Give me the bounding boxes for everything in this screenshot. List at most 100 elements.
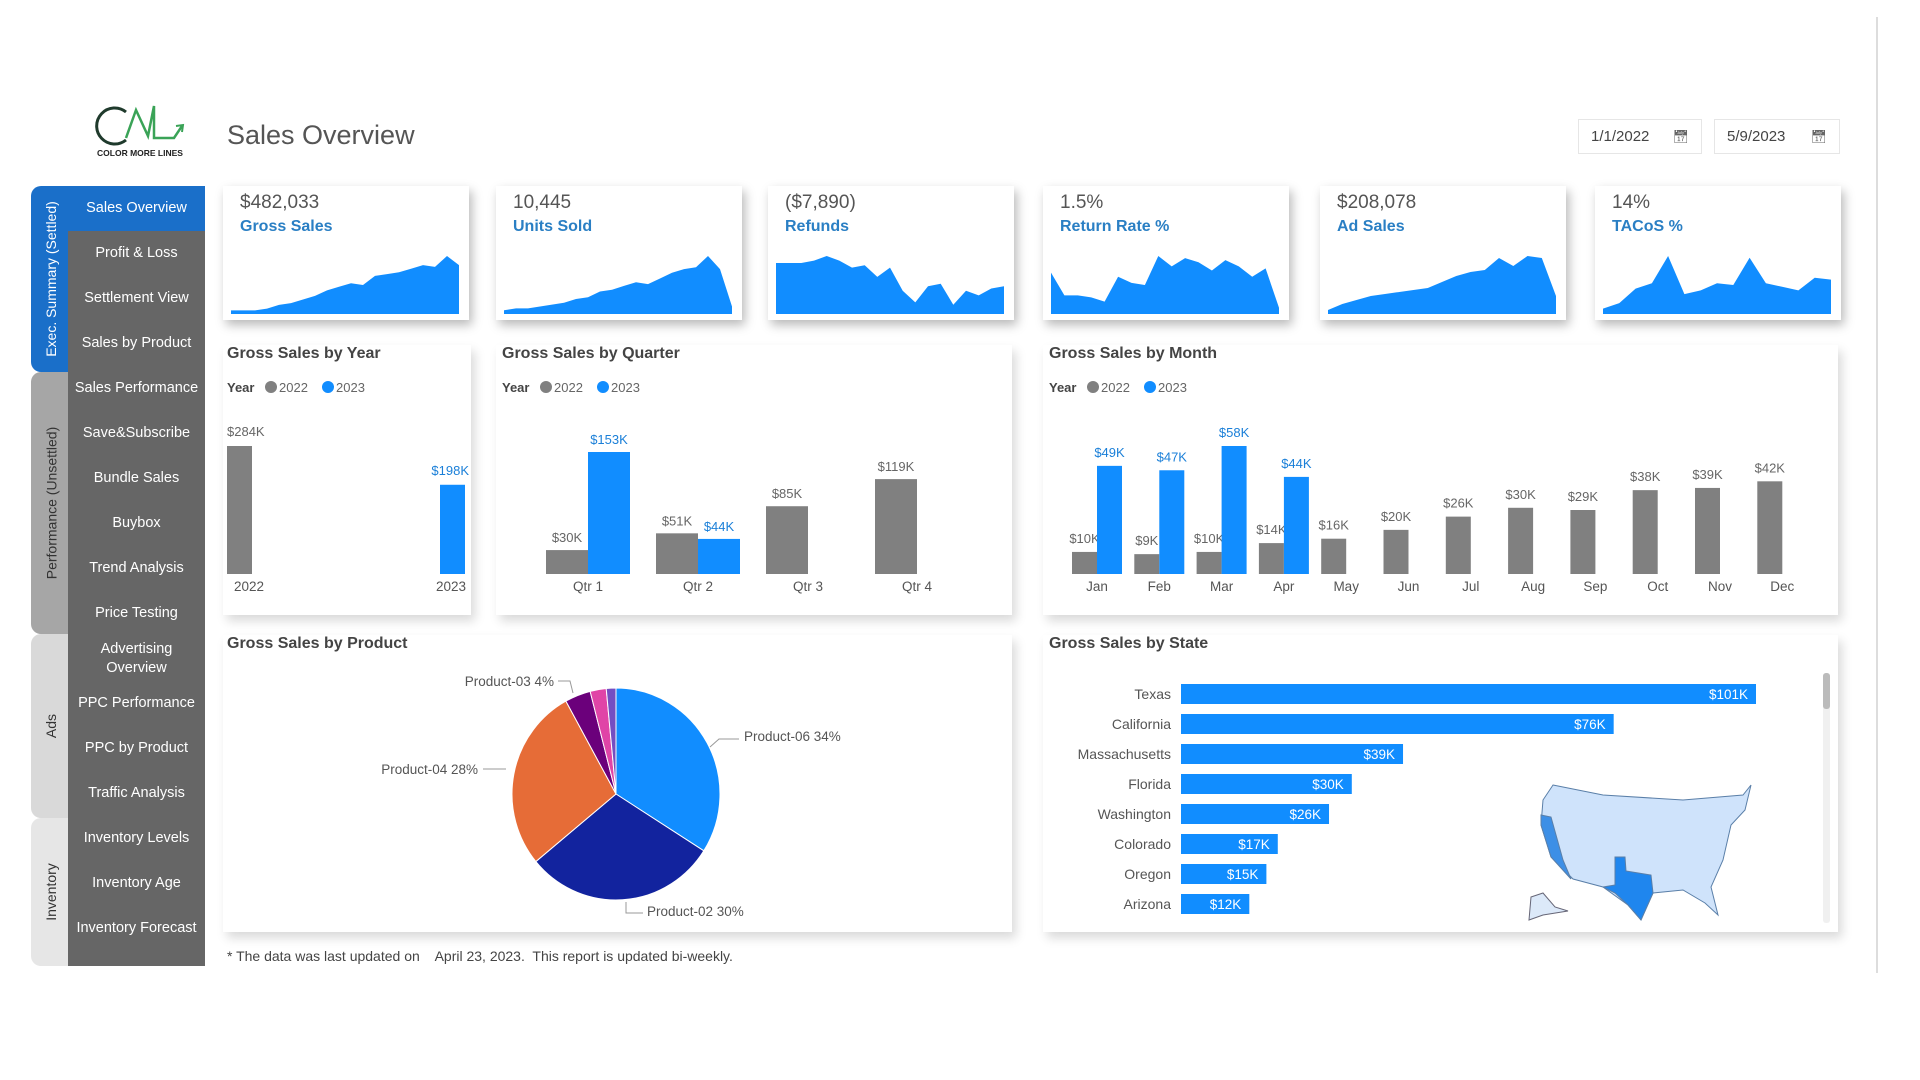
bar[interactable]	[1221, 446, 1247, 574]
axis-tick-label: Mar	[1210, 579, 1234, 594]
bar[interactable]	[1181, 804, 1330, 824]
bar[interactable]	[1181, 774, 1352, 794]
sidebar-item-advertising-overview[interactable]: Advertising Overview	[100, 641, 173, 676]
data-label: $58K	[1219, 425, 1250, 440]
legend-label: 2022	[554, 380, 583, 395]
kpi-sparkline	[1328, 256, 1556, 314]
data-label: $42K	[1755, 460, 1786, 475]
sidebar-item-bundle-sales[interactable]: Bundle Sales	[93, 470, 180, 487]
data-label: $17K	[1238, 837, 1270, 852]
kpi-card-units-sold: 10,445 Units Sold	[496, 186, 742, 320]
panel-title: Gross Sales by State	[1049, 635, 1209, 652]
sidebar-item-traffic-analysis[interactable]: Traffic Analysis	[88, 785, 185, 802]
axis-tick-label: Texas	[1134, 686, 1171, 702]
bar[interactable]	[546, 550, 588, 574]
group-tab-exec-summary[interactable]: Exec. Summary (Settled)	[31, 186, 71, 372]
bar[interactable]	[1181, 714, 1614, 734]
bar[interactable]	[1258, 543, 1284, 574]
bar[interactable]	[1757, 481, 1783, 574]
legend-title: Year	[502, 380, 529, 395]
scrollbar-thumb[interactable]	[1823, 673, 1830, 709]
kpi-card-return-rate-: 1.5% Return Rate %	[1043, 186, 1289, 320]
gross-sales-by-product-panel: Gross Sales by Product Product-06 34% Pro…	[223, 635, 1012, 932]
bar[interactable]	[1508, 507, 1534, 574]
sidebar-item-inventory-levels[interactable]: Inventory Levels	[83, 830, 190, 847]
scrollbar-track[interactable]	[1823, 673, 1830, 923]
bar[interactable]	[1134, 554, 1160, 574]
sidebar-item-sales-by-product[interactable]: Sales by Product	[81, 335, 192, 352]
bar[interactable]	[875, 479, 917, 574]
leader-line	[709, 738, 739, 748]
sidebar-item-sales-overview[interactable]: Sales Overview	[68, 186, 205, 231]
bar[interactable]	[227, 446, 252, 574]
data-label: $30K	[552, 530, 583, 545]
bar[interactable]	[1072, 551, 1097, 574]
legend-label: 2023	[1158, 380, 1187, 395]
calendar-icon[interactable]: 📅︎	[1672, 128, 1689, 144]
data-label: $51K	[662, 513, 693, 528]
sparkline-area	[504, 256, 732, 314]
bar[interactable]	[1196, 551, 1222, 574]
page-divider	[1876, 17, 1878, 973]
bar[interactable]	[1445, 516, 1471, 574]
sidebar-item-ppc-by-product[interactable]: PPC by Product	[84, 740, 189, 757]
pie-slice[interactable]	[605, 687, 617, 795]
bar[interactable]	[588, 452, 630, 574]
group-tab-ads[interactable]: Ads	[31, 634, 71, 818]
data-label: $12K	[1210, 897, 1242, 912]
bar[interactable]	[1695, 487, 1720, 574]
axis-tick-label: Jul	[1462, 579, 1479, 594]
bar[interactable]	[1181, 894, 1250, 914]
axis-tick-label: May	[1333, 579, 1359, 594]
footer-prefix: * The data was last updated on	[227, 948, 420, 964]
start-date-picker[interactable]: 1/1/2022 📅︎	[1578, 119, 1702, 154]
sidebar-item-settlement-view[interactable]: Settlement View	[84, 290, 189, 307]
bar[interactable]	[1181, 834, 1278, 854]
bar[interactable]	[1159, 470, 1185, 574]
bar[interactable]	[1632, 490, 1658, 574]
data-label: $39K	[1692, 467, 1723, 482]
sidebar-item-inventory-forecast[interactable]: Inventory Forecast	[76, 920, 197, 937]
group-tab-inventory[interactable]: Inventory	[31, 818, 71, 966]
chart-legend: Year 2022 2023	[1049, 380, 1187, 395]
panel-title: Gross Sales by Product	[227, 635, 408, 652]
footer-suffix: . This report is updated bi-weekly.	[520, 948, 733, 964]
sparkline-area	[1603, 256, 1831, 314]
panel-title: Gross Sales by Quarter	[502, 345, 680, 362]
bar[interactable]	[1321, 538, 1347, 574]
sidebar-item-save-subscribe[interactable]: Save&Subscribe	[82, 425, 191, 442]
bar[interactable]	[1097, 465, 1122, 574]
sidebar-item-inventory-age[interactable]: Inventory Age	[92, 875, 181, 892]
data-label: $9K	[1135, 533, 1158, 548]
bar[interactable]	[1570, 510, 1596, 574]
bar[interactable]	[1283, 476, 1309, 574]
sidebar-item-trend-analysis[interactable]: Trend Analysis	[89, 560, 184, 577]
group-tab-performance[interactable]: Performance (Unsettled)	[31, 372, 71, 634]
bar[interactable]	[656, 533, 698, 574]
axis-tick-label: Qtr 3	[793, 579, 823, 594]
sidebar-item-ppc-performance[interactable]: PPC Performance	[78, 695, 195, 712]
end-date-picker[interactable]: 5/9/2023 📅︎	[1714, 119, 1840, 154]
bar[interactable]	[1181, 744, 1404, 764]
panel-title: Gross Sales by Month	[1049, 345, 1218, 362]
bar[interactable]	[1383, 529, 1409, 574]
bar[interactable]	[1181, 864, 1267, 884]
pie-slice[interactable]	[511, 700, 617, 863]
legend-label: 2022	[1101, 380, 1130, 395]
bar[interactable]	[698, 538, 740, 574]
sparkline-area	[1328, 256, 1556, 314]
sidebar-item-buybox[interactable]: Buybox	[112, 515, 161, 532]
bar[interactable]	[766, 506, 808, 574]
pie-slice[interactable]	[535, 793, 705, 901]
kpi-card-gross-sales: $482,033 Gross Sales	[223, 186, 469, 320]
sidebar-item-sales-performance[interactable]: Sales Performance	[74, 380, 199, 397]
slice-label: Product-03 4%	[465, 674, 554, 689]
sidebar-item-price-testing[interactable]: Price Testing	[95, 605, 178, 622]
bar[interactable]	[1181, 684, 1756, 704]
sidebar-item-profit-loss[interactable]: Profit & Loss	[95, 245, 178, 262]
bar[interactable]	[440, 484, 465, 574]
pie-slice[interactable]	[615, 687, 721, 852]
kpi-sparkline	[504, 256, 732, 314]
axis-tick-label: Aug	[1521, 579, 1545, 594]
calendar-icon[interactable]: 📅︎	[1810, 128, 1827, 144]
